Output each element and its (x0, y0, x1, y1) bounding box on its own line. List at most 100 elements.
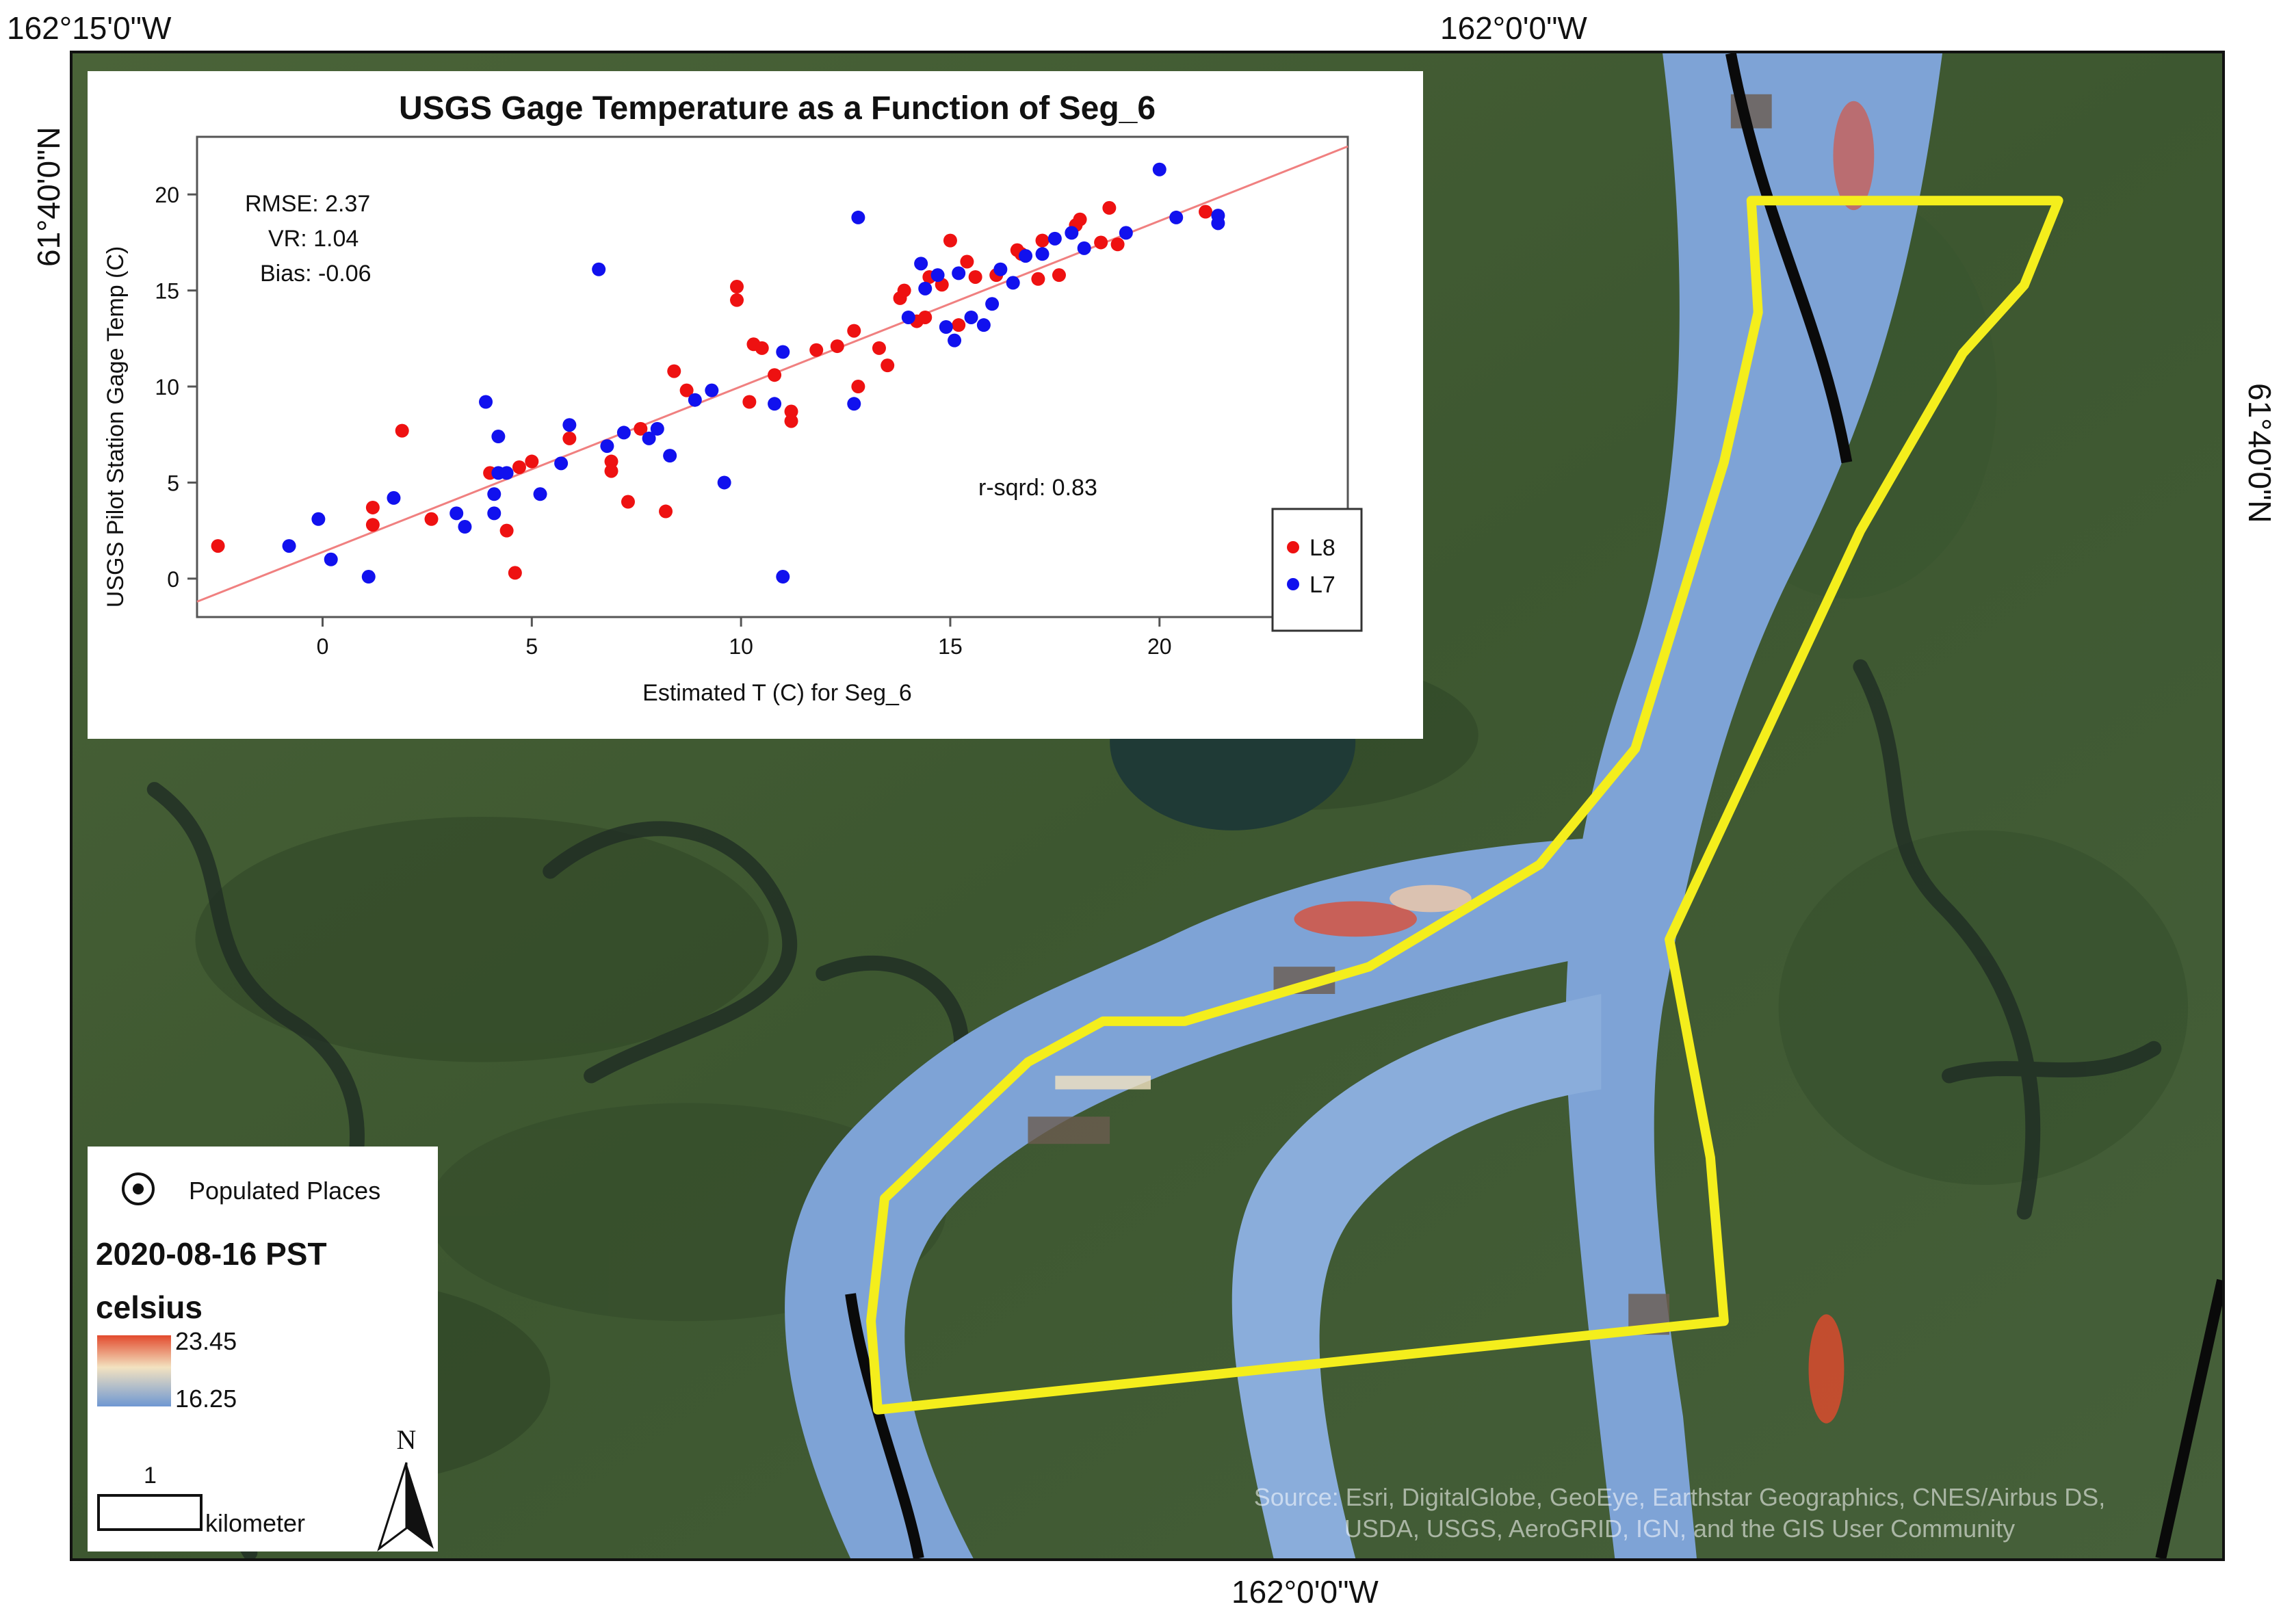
data-point-l8 (730, 280, 744, 294)
legend-graphics (97, 1173, 203, 1531)
data-point-l7 (1065, 226, 1079, 240)
chart-legend-box (1271, 508, 1363, 632)
river-inner-channel (1231, 994, 1602, 1558)
x-tick-label: 20 (1147, 634, 1172, 659)
scale-bar-number: 1 (144, 1463, 157, 1489)
data-points (211, 162, 1225, 584)
data-point-l8 (1199, 205, 1213, 219)
data-point-l7 (705, 383, 719, 397)
data-point-l8 (525, 454, 539, 469)
data-point-l7 (1119, 226, 1133, 240)
data-point-l8 (968, 270, 982, 284)
chart-title: USGS Gage Temperature as a Function of S… (399, 90, 1156, 127)
data-point-l8 (742, 395, 757, 409)
data-point-l7 (952, 266, 966, 280)
data-point-l7 (562, 418, 577, 432)
river-main-channel (1565, 53, 1943, 1558)
data-point-l8 (1073, 212, 1087, 226)
data-point-l8 (830, 339, 844, 354)
data-point-l8 (1031, 272, 1045, 286)
data-point-l7 (387, 490, 401, 505)
data-point-l7 (930, 268, 945, 283)
data-point-l7 (479, 395, 493, 409)
longitude-label-bottom-center: 162°0'0"W (1231, 1574, 1379, 1610)
data-point-l7 (851, 210, 865, 224)
legend-marker-l8 (1287, 541, 1299, 553)
data-point-l7 (650, 421, 664, 436)
scatter-chart: USGS Gage Temperature as a Function of S… (103, 90, 1363, 706)
x-axis-label: Estimated T (C) for Seg_6 (642, 680, 912, 706)
y-tick-label: 20 (155, 183, 179, 207)
data-point-l8 (784, 414, 798, 428)
north-label: N (397, 1424, 417, 1455)
data-point-l8 (847, 324, 861, 338)
data-point-l8 (872, 341, 886, 355)
data-point-l8 (1094, 235, 1108, 250)
legend-min-value: 16.25 (175, 1385, 237, 1413)
data-point-l8 (943, 233, 957, 248)
attribution-line-1: Source: Esri, DigitalGlobe, GeoEye, Eart… (1253, 1483, 2106, 1511)
latitude-label-left: 61°40'0"N (31, 127, 66, 267)
data-point-l8 (562, 431, 577, 445)
data-point-l7 (776, 345, 790, 359)
data-point-l8 (499, 523, 514, 538)
data-point-l7 (361, 570, 376, 584)
data-point-l7 (491, 430, 506, 444)
data-point-l8 (881, 358, 895, 373)
data-point-l7 (1211, 216, 1225, 231)
data-point-l7 (1152, 162, 1166, 176)
data-point-l8 (679, 383, 694, 397)
longitude-label-top-left: 162°15'0"W (7, 10, 172, 46)
warm-water-spots (1055, 101, 1875, 1424)
data-point-l7 (914, 257, 928, 271)
study-segment-polygon[interactable] (866, 196, 2063, 1415)
stat-rmse: RMSE: 2.37 (245, 191, 370, 217)
data-point-l7 (600, 439, 614, 454)
data-point-l7 (993, 262, 1008, 276)
populated-places-label: Populated Places (189, 1177, 381, 1205)
data-point-l8 (730, 293, 744, 307)
data-point-l7 (324, 552, 338, 566)
legend-unit: celsius (96, 1289, 203, 1325)
attribution-line-2: USDA, USGS, AeroGRID, IGN, and the GIS U… (1344, 1515, 2016, 1543)
data-point-l7 (311, 512, 326, 526)
data-point-l8 (960, 254, 974, 269)
longitude-label-top-center: 162°0'0"W (1440, 10, 1587, 46)
data-point-l7 (901, 310, 915, 324)
data-point-l7 (688, 393, 702, 407)
data-point-l8 (604, 464, 618, 478)
data-point-l7 (1035, 247, 1050, 261)
temperature-color-ramp (97, 1335, 171, 1406)
data-point-l7 (533, 487, 547, 501)
data-point-l8 (365, 518, 380, 532)
data-point-l8 (784, 404, 798, 419)
y-axis-label: USGS Pilot Station Gage Temp (C) (103, 246, 129, 607)
data-point-l8 (659, 504, 673, 519)
data-point-l7 (1047, 231, 1062, 246)
data-point-l7 (616, 425, 631, 440)
data-point-l7 (1019, 249, 1033, 263)
north-arrow-icon: N (377, 1424, 434, 1552)
data-point-l8 (809, 343, 824, 357)
data-point-l7 (776, 570, 790, 584)
latitude-label-right: 61°40'0"N (2242, 383, 2278, 523)
data-point-l7 (964, 310, 978, 324)
map-legend: Populated Places 2020-08-16 PST celsius … (88, 1147, 438, 1551)
data-point-l7 (918, 281, 933, 296)
x-axis: 0 5 10 15 20 (317, 617, 1172, 659)
data-point-l7 (282, 539, 296, 553)
y-tick-label: 15 (155, 279, 179, 304)
data-point-l8 (621, 495, 635, 509)
data-point-l8 (1102, 200, 1117, 215)
legend-label-l8: L8 (1309, 535, 1335, 561)
legend-date: 2020-08-16 PST (96, 1236, 327, 1272)
data-point-l8 (211, 539, 225, 553)
x-tick-label: 5 (525, 634, 538, 659)
data-point-l8 (768, 368, 782, 382)
scale-bar-unit: kilometer (205, 1509, 306, 1537)
data-point-l7 (642, 431, 656, 445)
stat-vr: VR: 1.04 (268, 226, 359, 252)
data-point-l8 (508, 566, 522, 580)
data-point-l7 (663, 449, 677, 463)
stat-bias: Bias: -0.06 (260, 261, 372, 287)
